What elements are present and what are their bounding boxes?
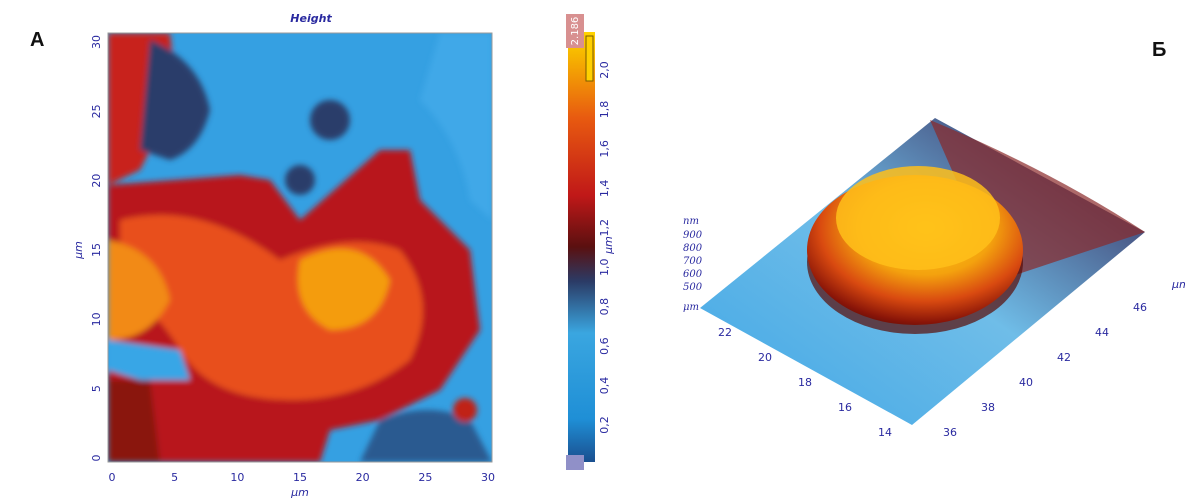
z-unit: nm [683, 216, 699, 227]
y-tick-label: 20 [90, 174, 103, 188]
z-unit-bottom: μm [683, 302, 699, 313]
y-tick-label: 5 [90, 385, 103, 392]
y-tick-label: 0 [90, 455, 103, 462]
x-tick-label: 14 [878, 426, 892, 439]
y-axis-label: μm [1171, 278, 1185, 291]
surface-3d [700, 118, 1145, 425]
colorbar-min-box [566, 455, 584, 470]
colorbar-tick-label: 1,2 [598, 219, 611, 237]
y-tick-label: 40 [1019, 376, 1033, 389]
z-tick-label: 600 [683, 269, 703, 280]
y-tick-label: 10 [90, 312, 103, 326]
x-tick-label: 20 [356, 471, 370, 484]
x-tick-label: 25 [418, 471, 432, 484]
z-tick-label: 900 [683, 230, 703, 241]
colorbar-tick-label: 0,4 [598, 377, 611, 395]
colorbar-tick-label: 1,0 [598, 258, 611, 276]
y-axis-label: μm [72, 241, 85, 260]
y-tick-label: 42 [1057, 351, 1071, 364]
z-tick-label: 700 [683, 256, 703, 267]
colorbar-max: 2.186 [570, 17, 581, 46]
colorbar-marker [586, 36, 593, 81]
map-title: Height [290, 12, 332, 25]
z-tick-label: 500 [683, 282, 703, 293]
x-tick-label: 18 [798, 376, 812, 389]
x-tick-label: 0 [109, 471, 116, 484]
y-tick-label: 38 [981, 401, 995, 414]
colorbar-tick-label: 1,6 [598, 140, 611, 158]
colorbar-tick-label: 0,2 [598, 416, 611, 434]
x-tick-label: 16 [838, 401, 852, 414]
colorbar [568, 32, 595, 462]
panel-label: Б [1152, 39, 1166, 61]
y-tick-label: 25 [90, 104, 103, 118]
x-tick-label: 22 [718, 326, 732, 339]
panel-label: А [30, 29, 44, 51]
y-tick-label: 44 [1095, 326, 1109, 339]
x-tick-label: 20 [758, 351, 772, 364]
x-axis-label: μm [290, 486, 309, 499]
y-tick-label: 15 [90, 243, 103, 257]
colorbar-unit: μm [602, 236, 615, 255]
colorbar-tick-label: 1,8 [598, 101, 611, 119]
colorbar-tick-label: 0,6 [598, 337, 611, 355]
x-tick-label: 5 [171, 471, 178, 484]
x-tick-label: 15 [293, 471, 307, 484]
y-tick-label: 36 [943, 426, 957, 439]
y-tick-label: 30 [90, 35, 103, 49]
y-tick-label: 46 [1133, 301, 1147, 314]
x-tick-label: 30 [481, 471, 495, 484]
height-map [108, 33, 492, 462]
colorbar-tick-label: 0,8 [598, 298, 611, 316]
colorbar-tick-label: 2,0 [598, 61, 611, 79]
x-tick-label: 10 [230, 471, 244, 484]
z-tick-label: 800 [683, 243, 703, 254]
figure: 2.186 А Height μm μm μm Б nm μm μm 0 5 10 1… [0, 0, 1185, 502]
colorbar-tick-label: 1,4 [598, 180, 611, 198]
